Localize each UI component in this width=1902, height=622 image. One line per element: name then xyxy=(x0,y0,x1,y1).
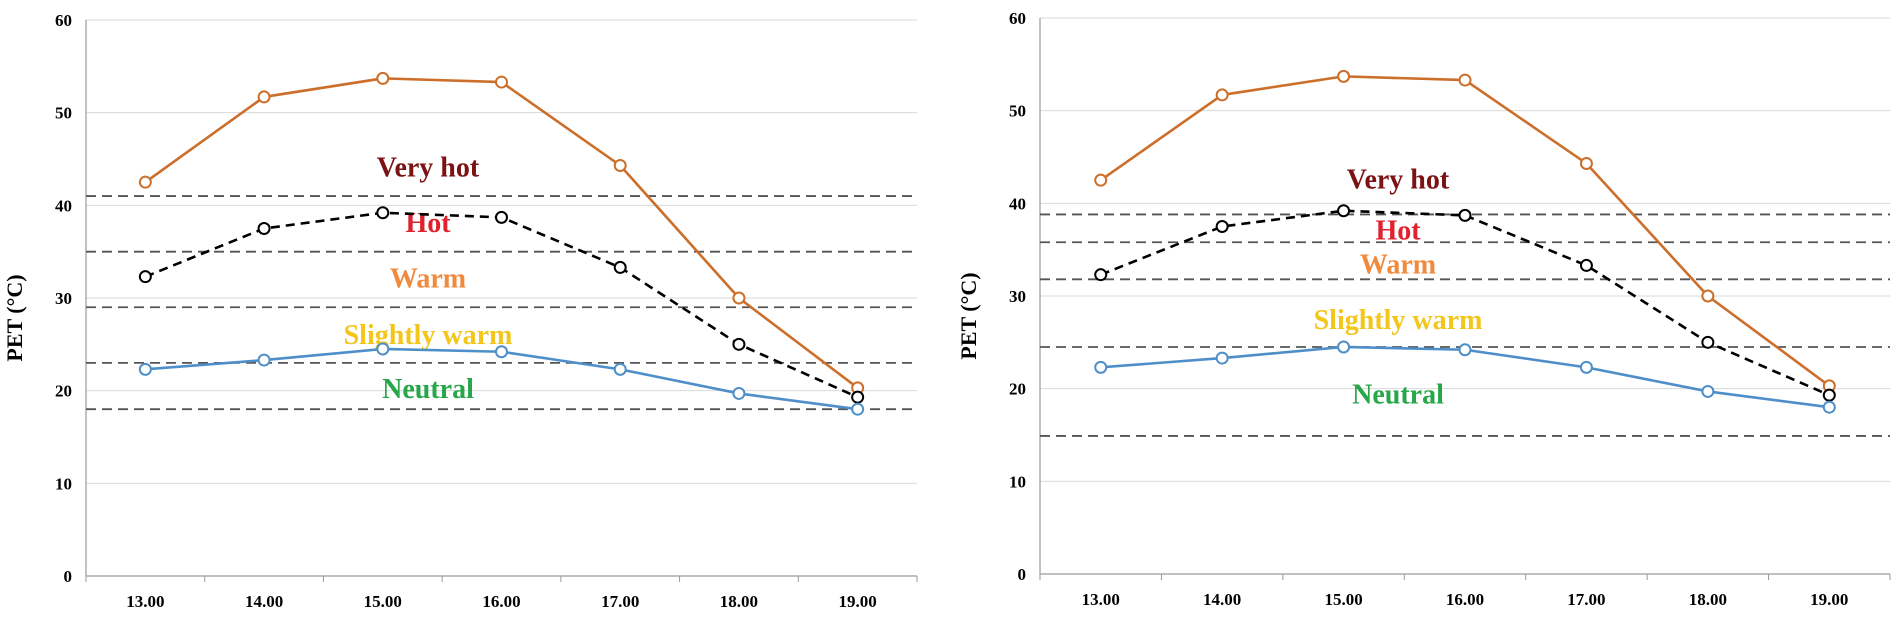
data-point-max xyxy=(1215,88,1229,102)
y-axis-label: PET (°C) xyxy=(2,274,27,361)
x-tick-label: 19.00 xyxy=(839,592,877,611)
data-point-mean xyxy=(1822,388,1836,402)
data-point-max xyxy=(613,158,627,172)
data-point-min xyxy=(1579,360,1593,374)
zone-label: Warm xyxy=(390,264,466,295)
zone-label: Hot xyxy=(1375,215,1421,246)
y-tick-label: 10 xyxy=(55,474,72,493)
chart-panel-1: 0 10 20 30 40 50 60 13.00 14.00 15.00 16.00 17.00 18… xyxy=(2,11,918,611)
data-point-max xyxy=(1094,173,1108,187)
x-tick-label: 18.00 xyxy=(720,592,758,611)
x-tick-label: 15.00 xyxy=(364,592,402,611)
zone-label: Neutral xyxy=(382,374,474,405)
series-line-mean xyxy=(144,211,859,399)
data-point-mean xyxy=(1215,220,1229,233)
data-point-max xyxy=(1701,289,1715,303)
y-tick-label: 10 xyxy=(1009,472,1026,491)
y-tick-label: 30 xyxy=(1009,287,1026,306)
data-point-min xyxy=(1458,343,1472,357)
y-tick-label: 20 xyxy=(1009,380,1026,399)
y-tick-label: 50 xyxy=(1009,102,1026,121)
data-point-min xyxy=(376,342,390,356)
x-tick-label: 17.00 xyxy=(1567,590,1605,609)
x-tick-label: 16.00 xyxy=(482,592,520,611)
data-point-min xyxy=(1822,400,1836,414)
data-point-max xyxy=(1579,156,1593,170)
data-point-mean xyxy=(732,337,746,351)
data-point-mean xyxy=(1458,208,1472,222)
zone-label: Slightly warm xyxy=(1314,305,1483,336)
data-point-mean xyxy=(1337,204,1351,218)
data-point-min xyxy=(1701,384,1715,398)
y-tick-label: 50 xyxy=(55,104,72,123)
data-point-min xyxy=(1215,351,1229,365)
data-point-mean xyxy=(613,260,627,274)
data-point-mean xyxy=(495,210,508,224)
zone-label: Very hot xyxy=(1347,164,1450,195)
data-point-mean xyxy=(1701,335,1715,349)
data-point-min xyxy=(257,353,271,367)
zone-label: Slightly warm xyxy=(344,320,513,351)
x-tick-label: 13.00 xyxy=(126,592,164,611)
y-tick-label: 20 xyxy=(55,382,72,401)
y-tick-label: 0 xyxy=(64,567,73,586)
data-point-min xyxy=(732,386,746,400)
y-tick-label: 40 xyxy=(55,196,72,215)
data-point-mean xyxy=(257,222,271,235)
zone-label: Warm xyxy=(1360,250,1436,281)
data-point-max xyxy=(257,90,271,104)
zone-label: Very hot xyxy=(377,152,480,183)
data-point-min xyxy=(1094,360,1108,374)
data-point-max xyxy=(138,175,152,189)
data-point-mean xyxy=(1094,268,1108,282)
chart-panel-2: 0 10 20 30 40 50 60 13.00 14.00 15.00 16.00 17.00 18… xyxy=(956,9,1891,609)
y-tick-label: 60 xyxy=(1009,9,1026,28)
y-tick-label: 0 xyxy=(1018,565,1027,584)
y-axis-label: PET (°C) xyxy=(956,272,981,359)
data-point-min xyxy=(851,402,865,416)
data-point-mean xyxy=(138,270,152,284)
data-point-max xyxy=(1458,73,1472,87)
x-tick-label: 16.00 xyxy=(1446,590,1484,609)
data-point-min xyxy=(613,362,627,376)
data-point-min xyxy=(1337,340,1351,354)
x-tick-label: 14.00 xyxy=(1203,590,1241,609)
y-tick-label: 40 xyxy=(1009,194,1026,213)
data-point-max xyxy=(376,71,390,85)
x-tick-label: 19.00 xyxy=(1810,590,1848,609)
data-point-max xyxy=(1337,69,1351,83)
zone-label: Neutral xyxy=(1352,379,1444,410)
data-point-min xyxy=(138,362,152,376)
data-point-mean xyxy=(1579,258,1593,272)
data-point-min xyxy=(495,345,508,359)
data-point-max xyxy=(732,291,746,305)
data-point-mean xyxy=(376,206,390,220)
y-tick-label: 60 xyxy=(55,11,72,30)
x-tick-label: 14.00 xyxy=(245,592,283,611)
y-tick-label: 30 xyxy=(55,289,72,308)
x-tick-label: 13.00 xyxy=(1082,590,1120,609)
x-tick-label: 18.00 xyxy=(1689,590,1727,609)
series-line-max xyxy=(1099,75,1831,387)
data-point-mean xyxy=(851,390,865,404)
x-tick-label: 15.00 xyxy=(1324,590,1362,609)
series-line-mean xyxy=(1100,209,1830,397)
x-tick-label: 17.00 xyxy=(601,592,639,611)
data-point-max xyxy=(495,75,508,89)
